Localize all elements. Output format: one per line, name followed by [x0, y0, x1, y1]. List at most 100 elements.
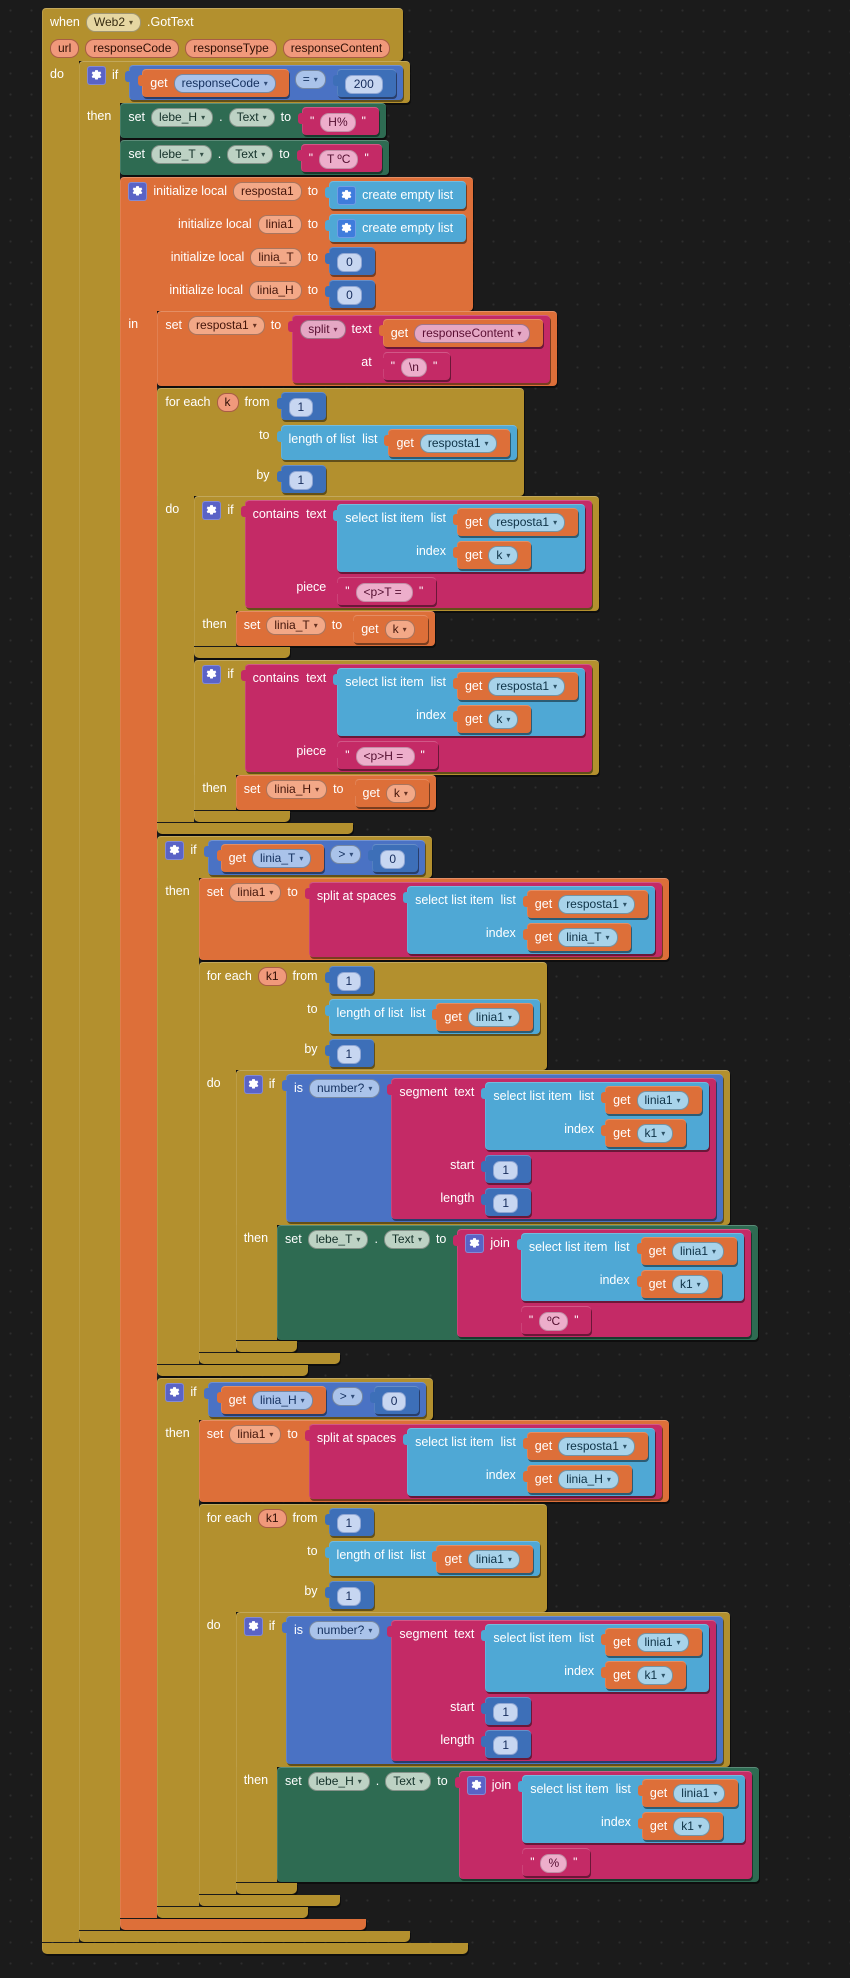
dropdown-web2[interactable]: Web2 ▾	[85, 13, 142, 32]
segment-block[interactable]: segment text select list item list get lini…	[387, 1078, 716, 1219]
select-list-item-block[interactable]: select list item list get linia1 ▾ index get k…	[518, 1775, 746, 1843]
if-linia-h-block-head[interactable]: if get linia_H ▾ > ▾ 0	[157, 1378, 434, 1420]
get-k-block[interactable]: get k ▾	[349, 615, 428, 643]
text-field[interactable]: <p>T =	[355, 583, 413, 602]
mutator-gear-icon[interactable]	[465, 1234, 485, 1253]
get-linia1-block[interactable]: get linia1 ▾	[637, 1779, 739, 1807]
contains-text-block[interactable]: contains text select list item list get res…	[240, 664, 593, 772]
mutator-gear-icon[interactable]	[87, 66, 106, 85]
if-linia-t-block-head[interactable]: if get linia_T ▾ > ▾ 0	[157, 836, 433, 878]
set-linia1-block[interactable]: set linia1 ▾ to split at spaces select list i…	[198, 878, 669, 960]
dropdown-resposta1[interactable]: resposta1 ▾	[488, 677, 566, 696]
for-each-k-block-head[interactable]: for each k from 1 to length of list list get re…	[157, 388, 524, 496]
mutator-gear-icon[interactable]	[243, 1617, 263, 1636]
string-newline-block[interactable]: " \n "	[378, 352, 451, 380]
mutator-gear-icon[interactable]	[202, 665, 222, 684]
mutator-gear-icon[interactable]	[243, 1075, 263, 1094]
get-linia-h-block[interactable]: get linia_H ▾	[216, 1386, 326, 1414]
dropdown-linia1[interactable]: linia1 ▾	[636, 1091, 689, 1110]
number-1-block[interactable]: 1	[324, 1039, 375, 1067]
dropdown-linia1[interactable]: linia1 ▾	[673, 1784, 726, 1803]
dropdown-number[interactable]: number? ▾	[308, 1621, 381, 1640]
dropdown-text[interactable]: Text ▾	[228, 108, 275, 127]
number-field[interactable]: 1	[288, 398, 314, 417]
field-responsecode[interactable]: responseCode	[85, 39, 180, 58]
number-1-block[interactable]: 1	[481, 1155, 532, 1183]
dropdown-k1[interactable]: k1 ▾	[673, 1817, 710, 1836]
field-k1[interactable]: k1	[257, 1509, 287, 1528]
dropdown-linia-h[interactable]: linia_H ▾	[251, 1391, 313, 1410]
string-pt-block[interactable]: " <p>T = "	[333, 577, 437, 605]
get-resposta1-block[interactable]: get resposta1 ▾	[522, 1432, 648, 1460]
number-1-block[interactable]: 1	[324, 966, 375, 994]
number-field[interactable]: 1	[288, 471, 314, 490]
set-linia1-block[interactable]: set linia1 ▾ to split at spaces select list i…	[198, 1420, 669, 1502]
create-empty-list-block[interactable]: create empty list	[325, 181, 467, 209]
number-0-block[interactable]: 0	[368, 844, 419, 872]
get-k-block[interactable]: get k ▾	[350, 779, 429, 807]
dropdown-linia1[interactable]: linia1 ▾	[636, 1633, 689, 1652]
if-is-number-block-head[interactable]: if is number? ▾ segment text select list item…	[235, 1612, 730, 1767]
set-lebe-h-join-block[interactable]: set lebe_H ▾. Text ▾ to join select list item l…	[277, 1767, 760, 1882]
number-0-block[interactable]: 0	[325, 247, 375, 275]
dropdown-linia1[interactable]: linia1 ▾	[229, 1425, 282, 1444]
get-linia-t-block[interactable]: get linia_T ▾	[216, 844, 325, 872]
get-linia-t-block[interactable]: get linia_T ▾	[522, 923, 631, 951]
number-1-block[interactable]: 1	[481, 1697, 532, 1725]
dropdown-responsecode[interactable]: responseCode ▾	[173, 74, 276, 93]
greater-than-block[interactable]: get linia_H ▾ > ▾ 0	[203, 1382, 427, 1417]
number-200-block[interactable]: 200	[332, 69, 396, 97]
get-resposta1-block[interactable]: get resposta1 ▾	[522, 890, 648, 918]
number-field[interactable]: 1	[493, 1194, 519, 1213]
dropdown-linia-t[interactable]: linia_T ▾	[251, 849, 312, 868]
string-degc-block[interactable]: " ºC "	[516, 1306, 592, 1334]
greater-than-block[interactable]: get linia_T ▾ > ▾ 0	[203, 840, 426, 875]
dropdown-x[interactable]: > ▾	[331, 1387, 363, 1406]
dropdown-lebe-t[interactable]: lebe_T ▾	[151, 145, 212, 164]
select-list-item-block[interactable]: select list item list get linia1 ▾ index get k…	[516, 1233, 745, 1301]
dropdown-x[interactable]: = ▾	[294, 70, 326, 89]
set-linia-h-block[interactable]: set linia_H ▾ to get k ▾	[235, 775, 436, 810]
field-linia-h[interactable]: linia_H	[249, 281, 302, 300]
number-field[interactable]: 1	[493, 1703, 519, 1722]
dropdown-k[interactable]: k ▾	[385, 784, 416, 803]
number-field[interactable]: 1	[336, 972, 362, 991]
dropdown-resposta1[interactable]: resposta1 ▾	[558, 1437, 635, 1456]
split-at-spaces-block[interactable]: split at spaces select list item list get r…	[304, 1424, 662, 1499]
dropdown-text[interactable]: Text ▾	[227, 145, 274, 164]
set-lebe-t-text-block[interactable]: set lebe_T ▾. Text ▾ to " T ºC "	[120, 140, 389, 175]
dropdown-linia1[interactable]: linia1 ▾	[467, 1008, 520, 1027]
initialize-locals-block-head[interactable]: initialize local resposta1 to create empty …	[120, 177, 474, 311]
if-is-number-block-head[interactable]: if is number? ▾ segment text select list item…	[235, 1070, 730, 1225]
number-1-block[interactable]: 1	[276, 392, 327, 420]
dropdown-k[interactable]: k ▾	[488, 546, 519, 565]
string-ph-block[interactable]: " <p>H = "	[333, 741, 438, 769]
dropdown-lebe-h[interactable]: lebe_H ▾	[151, 108, 214, 127]
dropdown-resposta1[interactable]: resposta1 ▾	[488, 513, 566, 532]
set-lebe-h-text-block[interactable]: set lebe_H ▾. Text ▾ to " H% "	[120, 103, 386, 138]
text-field[interactable]: ºC	[539, 1312, 569, 1331]
number-field[interactable]: 1	[493, 1161, 519, 1180]
split-at-spaces-block[interactable]: split at spaces select list item list get r…	[304, 882, 662, 957]
set-lebe-t-join-block[interactable]: set lebe_T ▾. Text ▾ to join select list item l…	[277, 1225, 759, 1340]
dropdown-number[interactable]: number? ▾	[308, 1079, 381, 1098]
dropdown-k1[interactable]: k1 ▾	[636, 1124, 674, 1143]
field-responsetype[interactable]: responseType	[185, 39, 277, 58]
text-field[interactable]: <p>H =	[355, 747, 415, 766]
string-h-percent-block[interactable]: " H% "	[298, 107, 379, 135]
dropdown-lebe-h[interactable]: lebe_H ▾	[307, 1772, 370, 1791]
number-1-block[interactable]: 1	[324, 1508, 375, 1536]
get-responsecontent-block[interactable]: get responseContent ▾	[378, 319, 543, 347]
select-list-item-block[interactable]: select list item list get linia1 ▾ index get k…	[481, 1082, 709, 1150]
get-linia1-block[interactable]: get linia1 ▾	[432, 1545, 533, 1573]
join-block[interactable]: join select list item list get linia1 ▾ index…	[453, 1229, 752, 1337]
field-k[interactable]: k	[216, 393, 239, 412]
set-resposta1-block[interactable]: set resposta1 ▾ to split ▾ text get responseCont…	[157, 311, 557, 386]
dropdown-text[interactable]: Text ▾	[385, 1772, 432, 1791]
get-k1-block[interactable]: get k1 ▾	[637, 1812, 723, 1840]
mutator-gear-icon[interactable]	[337, 186, 357, 205]
if-contains-t-block-head[interactable]: if contains text select list item list get r…	[194, 496, 600, 611]
select-list-item-block[interactable]: select list item list get resposta1 ▾ index g…	[403, 1428, 655, 1496]
mutator-gear-icon[interactable]	[202, 501, 222, 520]
mutator-gear-icon[interactable]	[128, 182, 148, 201]
